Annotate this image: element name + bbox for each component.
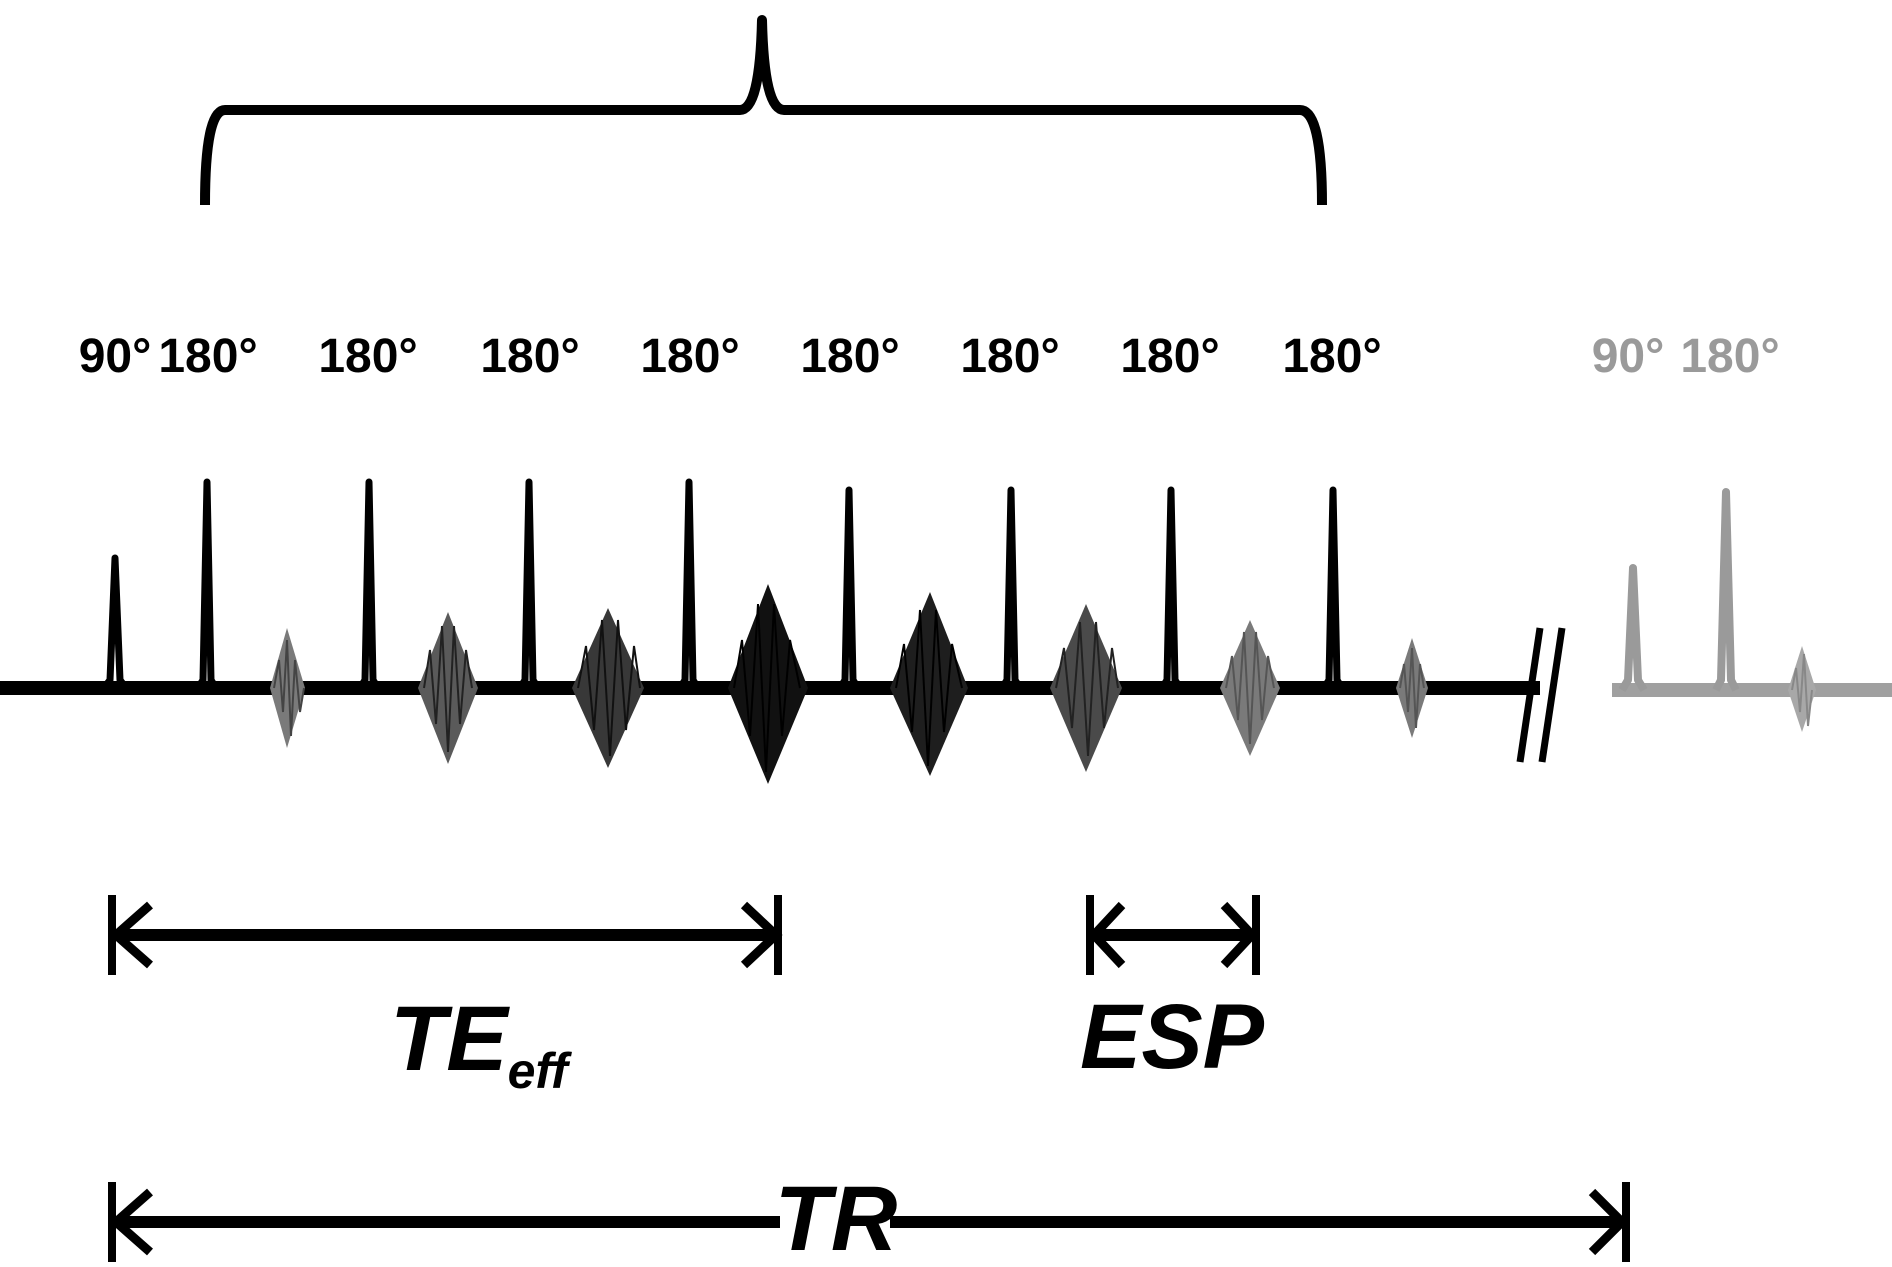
rf-pulse-180-next: [1712, 488, 1740, 692]
rf-pulse-90-next: [1618, 564, 1648, 693]
time-break-symbol: [1516, 627, 1566, 763]
rf-pulse-180: [999, 486, 1023, 690]
echo: [418, 612, 478, 764]
pulse-label-90: 90°: [79, 330, 152, 383]
rf-pulse-180: [1159, 486, 1183, 690]
pulse-label-180: 180°: [480, 330, 579, 383]
pulse-label-180: 180°: [318, 330, 417, 383]
echo-train-bracket: [200, 15, 1327, 206]
rf-pulse-90: [101, 554, 129, 691]
te-eff-arrow: [108, 895, 783, 975]
rf-pulse-180: [195, 478, 219, 690]
esp-arrow: [1086, 895, 1260, 975]
echo-signals: [270, 584, 1816, 784]
pulse-label-180: 180°: [960, 330, 1059, 383]
echo: [270, 628, 305, 748]
rf-pulse-180: [357, 478, 381, 690]
tr-arrow: [108, 1182, 1630, 1262]
echo: [890, 592, 968, 776]
pulse-label-180: 180°: [800, 330, 899, 383]
esp-label: ESP: [1080, 986, 1265, 1088]
rf-pulse-180: [677, 478, 701, 690]
rf-pulse-180: [517, 478, 541, 690]
echo: [1396, 638, 1428, 738]
pulse-label-180: 180°: [640, 330, 739, 383]
pulse-label-180: 180°: [1282, 330, 1381, 383]
pulse-label-180: 180°: [1120, 330, 1219, 383]
echo-next: [1788, 646, 1816, 732]
rf-pulse-180: [1321, 486, 1345, 690]
echo: [1050, 604, 1122, 772]
te-eff-label: TEeff: [390, 988, 572, 1099]
echo: [1220, 620, 1280, 756]
echo: [572, 608, 644, 768]
pulse-label-180-next: 180°: [1680, 330, 1779, 383]
echo-center: [728, 584, 808, 784]
pulse-label-90-next: 90°: [1592, 330, 1665, 383]
rf-pulse-180: [837, 486, 861, 690]
tr-label: TR: [775, 1168, 898, 1267]
pulse-label-180: 180°: [158, 330, 257, 383]
